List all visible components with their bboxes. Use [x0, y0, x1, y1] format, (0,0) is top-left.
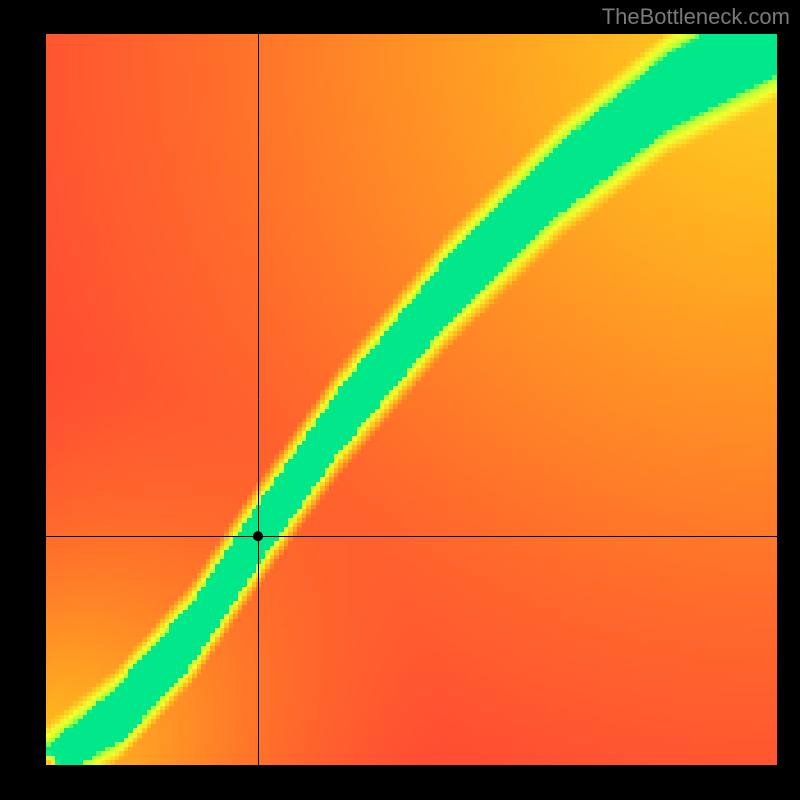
- bottleneck-heatmap: [46, 34, 777, 765]
- watermark-text: TheBottleneck.com: [602, 4, 790, 30]
- chart-container: TheBottleneck.com: [0, 0, 800, 800]
